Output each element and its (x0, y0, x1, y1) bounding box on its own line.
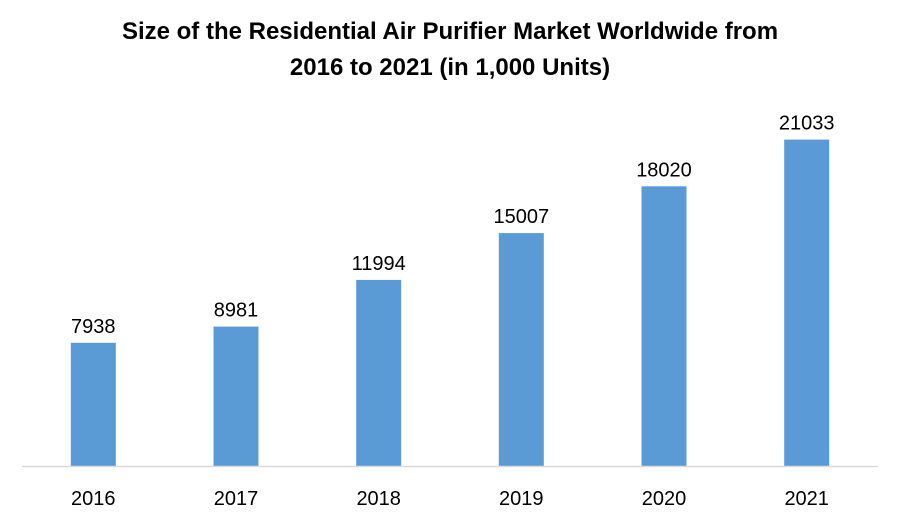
bar-2021 (784, 139, 830, 466)
chart-title: Size of the Residential Air Purifier Mar… (0, 14, 900, 86)
value-label-2020: 18020 (636, 159, 692, 181)
x-tick-label-2021: 2021 (784, 488, 829, 510)
x-tick-label-2016: 2016 (71, 488, 116, 510)
x-tick-label-2018: 2018 (356, 488, 401, 510)
value-label-2021: 21033 (779, 113, 835, 135)
value-labels-group: 7938 8981 11994 15007 18020 21033 (71, 113, 834, 338)
bar-2017 (213, 326, 259, 466)
bars-group (70, 139, 830, 467)
value-label-2019: 15007 (493, 206, 549, 228)
value-label-2016: 7938 (71, 316, 116, 338)
bar-2019 (498, 233, 544, 466)
x-tick-label-2019: 2019 (499, 488, 544, 510)
bar-2018 (356, 279, 402, 466)
bar-2016 (70, 342, 116, 466)
chart-title-line-1: Size of the Residential Air Purifier Mar… (121, 18, 779, 45)
x-tick-labels-group: 2016 2017 2018 2019 2020 2021 (71, 488, 829, 510)
x-tick-label-2020: 2020 (642, 488, 687, 510)
x-tick-label-2017: 2017 (214, 488, 259, 510)
chart-title-line-2: 2016 to 2021 (in 1,000 Units) (289, 54, 611, 81)
bar-2020 (641, 186, 687, 467)
value-label-2017: 8981 (214, 300, 259, 322)
value-label-2018: 11994 (352, 253, 406, 275)
